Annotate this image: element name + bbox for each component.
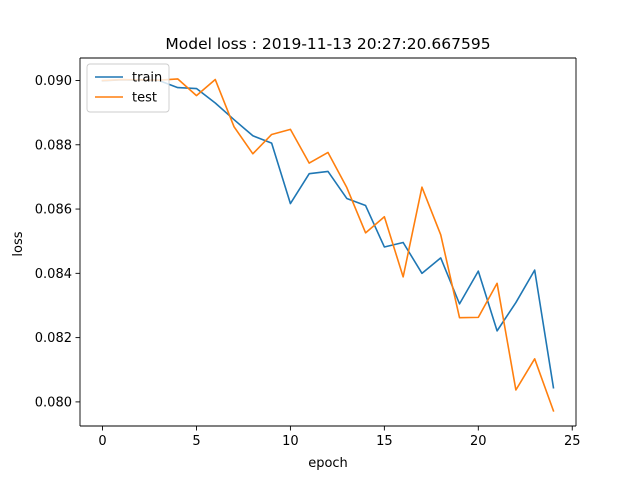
series-line-test xyxy=(101,78,555,412)
axes-layer: 0 5 10 15 20 25 0.080 0.082 0.084 0.086 0.088 0.090 xyxy=(35,57,581,449)
series-layer xyxy=(101,78,555,412)
x-axis-label: epoch xyxy=(308,456,348,471)
axes-background xyxy=(80,58,576,426)
legend: train test xyxy=(86,63,170,113)
legend-label-test: test xyxy=(132,91,157,106)
y-axis-label: loss xyxy=(11,231,26,256)
y-tick-label: 0.086 xyxy=(35,203,72,218)
x-tick-label: 5 xyxy=(192,434,200,449)
x-tick-label: 20 xyxy=(470,434,487,449)
chart-title: Model loss : 2019-11-13 20:27:20.667595 xyxy=(165,35,490,53)
x-tick-label: 0 xyxy=(98,434,106,449)
x-tick-label: 15 xyxy=(376,434,393,449)
series-line-train xyxy=(101,79,555,389)
y-tick-label: 0.088 xyxy=(35,138,72,153)
legend-label-train: train xyxy=(132,71,162,86)
x-tick-label: 25 xyxy=(564,434,581,449)
y-tick-label: 0.082 xyxy=(35,331,72,346)
y-tick-label: 0.080 xyxy=(35,395,72,410)
y-tick-label: 0.084 xyxy=(35,267,72,282)
legend-box xyxy=(86,63,170,113)
x-tick-label: 10 xyxy=(282,434,299,449)
y-tick-label: 0.090 xyxy=(35,74,72,89)
plot-area xyxy=(80,58,576,426)
